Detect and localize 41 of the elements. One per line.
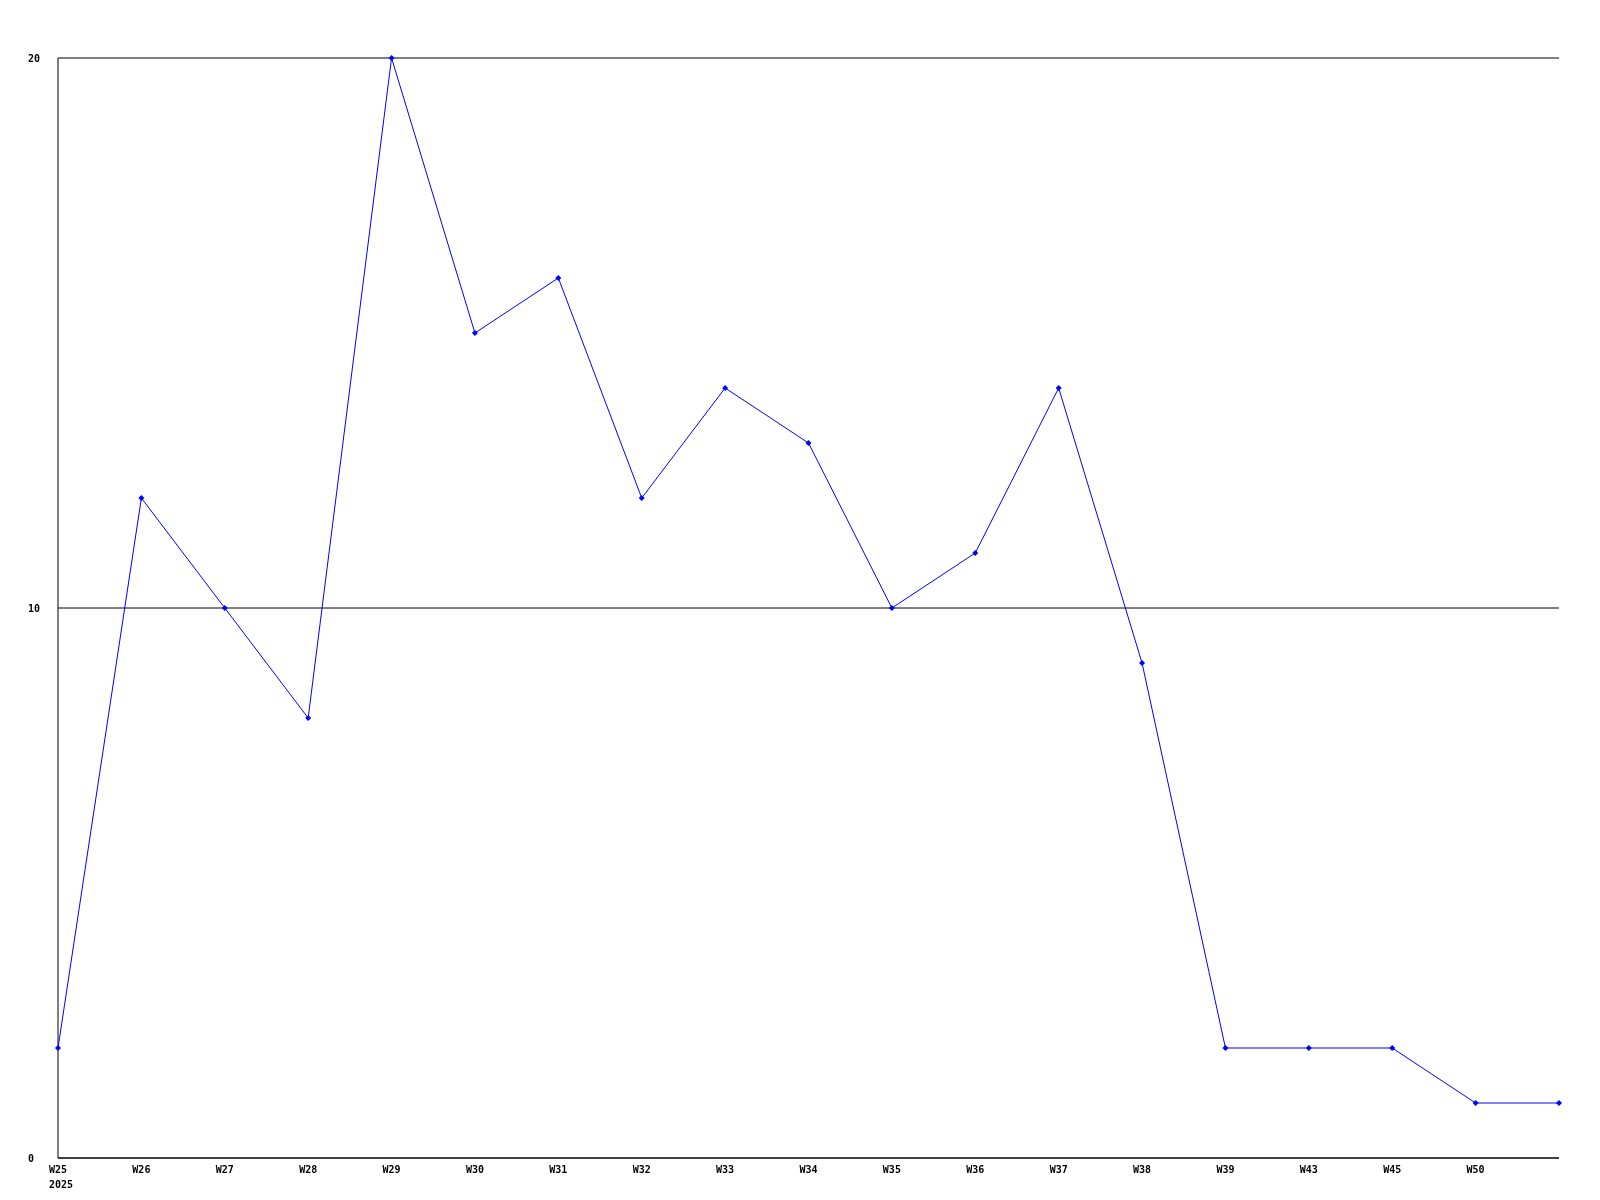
point [305, 715, 312, 721]
x-tick-label: W29 [382, 1164, 401, 1175]
point [138, 495, 145, 501]
text: 2025 [48, 1179, 74, 1190]
point [1472, 1100, 1479, 1106]
x-tick-label: W38 [1133, 1164, 1152, 1175]
point [1055, 385, 1062, 391]
x-tick-label: W45 [1383, 1164, 1402, 1175]
x-tick-label: W27 [215, 1164, 234, 1175]
point [388, 55, 395, 61]
point [1305, 1045, 1312, 1051]
x-tick-label: W36 [966, 1164, 985, 1175]
point [638, 495, 645, 501]
x-tick-label: W28 [299, 1164, 318, 1175]
point [1139, 660, 1146, 666]
y-tick-label: 10 [28, 603, 41, 614]
x-tick-label: W35 [882, 1164, 901, 1175]
x-tick-label: W37 [1049, 1164, 1068, 1175]
x-tick-label: W26 [132, 1164, 151, 1175]
point [1222, 1045, 1229, 1051]
x-tick-label: W43 [1299, 1164, 1318, 1175]
point [471, 330, 478, 336]
point [722, 385, 729, 391]
point [555, 275, 562, 281]
x-tick-label: W30 [465, 1164, 484, 1175]
point [55, 1045, 61, 1051]
x-tick-label: W33 [716, 1164, 735, 1175]
x-tick-label: W31 [549, 1164, 568, 1175]
point [1556, 1100, 1562, 1106]
x-tick-label: W34 [799, 1164, 818, 1175]
y-tick-label: 20 [28, 53, 41, 64]
point [1389, 1045, 1396, 1051]
point [972, 550, 979, 556]
point [888, 605, 895, 611]
x-tick-label: W50 [1466, 1164, 1485, 1175]
point [805, 440, 812, 446]
x-tick-label: W25 [48, 1164, 68, 1175]
x-tick-label: W39 [1216, 1164, 1235, 1175]
x-tick-label: W32 [632, 1164, 651, 1175]
y-tick-label: 0 [28, 1153, 35, 1164]
point [221, 605, 228, 611]
